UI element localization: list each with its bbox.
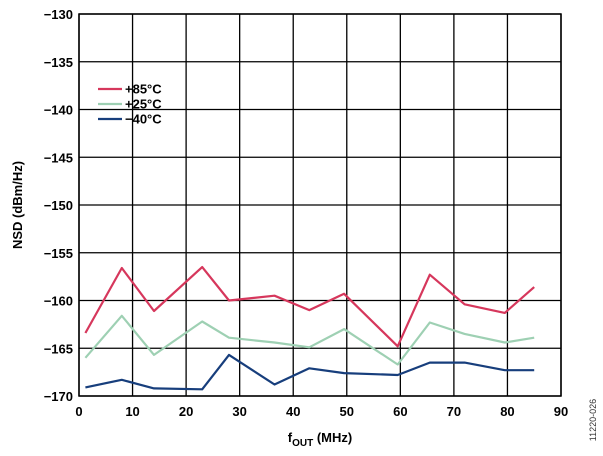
x-tick-label: 70 xyxy=(447,404,461,419)
x-axis-label-unit: (MHz) xyxy=(313,430,352,445)
series-line-1 xyxy=(84,314,535,366)
y-tick-label: −150 xyxy=(44,198,73,213)
x-tick-labels: 0 10 20 30 40 50 60 70 80 90 xyxy=(75,404,568,419)
y-tick-labels: −170 −165 −160 −155 −150 −145 −140 −135 −130 xyxy=(44,7,73,404)
legend-label: +25°C xyxy=(125,97,162,112)
x-tick-label: 30 xyxy=(232,404,246,419)
x-tick-label: 20 xyxy=(179,404,193,419)
y-tick-label: −155 xyxy=(44,246,73,261)
y-tick-label: −160 xyxy=(44,294,73,309)
x-axis-label-subscript: OUT xyxy=(292,438,313,449)
legend-label: −40°C xyxy=(125,112,162,127)
series-line-2 xyxy=(85,353,535,391)
legend-label: +85°C xyxy=(125,82,162,97)
x-tick-label: 0 xyxy=(75,404,82,419)
x-tick-label: 10 xyxy=(125,404,139,419)
x-tick-label: 60 xyxy=(393,404,407,419)
x-tick-label: 50 xyxy=(340,404,354,419)
figure-id: 11220-026 xyxy=(588,399,598,441)
y-axis-label: NSD (dBm/Hz) xyxy=(10,161,25,249)
series-line-0 xyxy=(84,266,535,348)
y-tick-label: −165 xyxy=(44,341,73,356)
x-tick-label: 90 xyxy=(554,404,568,419)
x-axis-label-main: f xyxy=(288,430,293,445)
x-axis-label: fOUT (MHz) xyxy=(288,430,352,449)
y-tick-label: −170 xyxy=(44,389,73,404)
x-tick-label: 80 xyxy=(500,404,514,419)
y-tick-label: −145 xyxy=(44,150,73,165)
plot-frame xyxy=(78,13,562,397)
legend: +85°C+25°C−40°C xyxy=(98,82,162,127)
x-tick-label: 40 xyxy=(286,404,300,419)
series-lines xyxy=(84,266,535,391)
y-tick-label: −135 xyxy=(44,55,73,70)
y-tick-label: −130 xyxy=(44,7,73,22)
y-tick-label: −140 xyxy=(44,103,73,118)
